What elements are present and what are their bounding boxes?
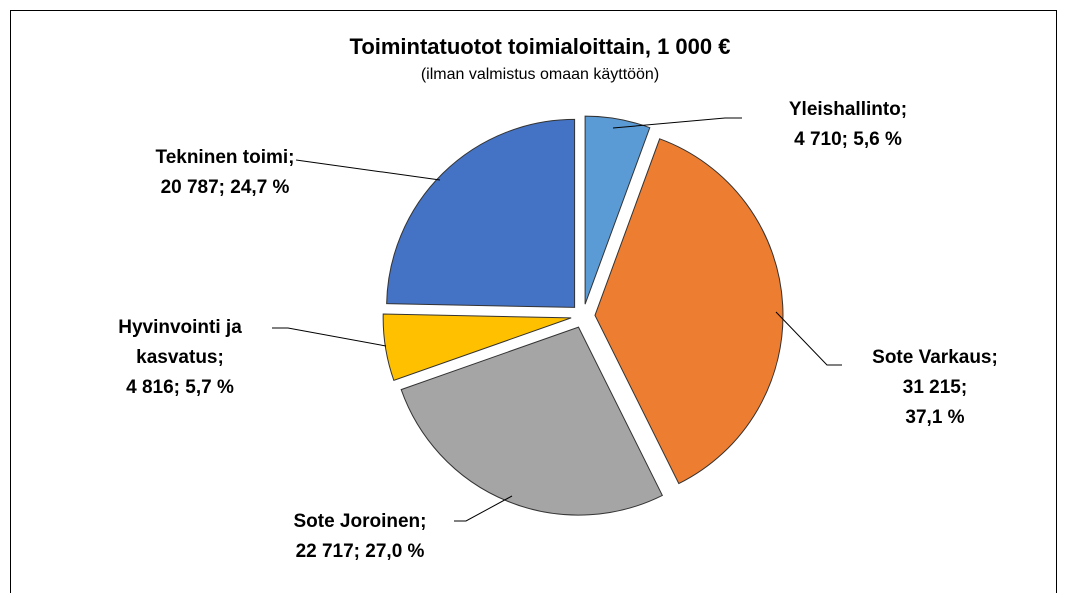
data-label-category: Sote Varkaus; bbox=[872, 347, 998, 368]
leader-line bbox=[295, 159, 441, 181]
data-label-value: 4 816; 5,7 % bbox=[126, 377, 234, 398]
data-label-value: 20 787; 24,7 % bbox=[161, 177, 290, 198]
data-label-category: Sote Joroinen; bbox=[293, 511, 426, 532]
chart-subtitle: (ilman valmistus omaan käyttöön) bbox=[421, 66, 659, 83]
data-label-category: Yleishallinto; bbox=[789, 99, 907, 120]
pie-slice bbox=[382, 313, 572, 382]
leader-line bbox=[272, 327, 387, 347]
data-label-category: Hyvinvointi ja kasvatus; bbox=[118, 317, 242, 368]
chart-title: Toimintatuotot toimialoittain, 1 000 € bbox=[350, 34, 731, 59]
pie-slice bbox=[400, 326, 664, 516]
leader-line bbox=[454, 495, 513, 522]
chart-frame bbox=[10, 10, 1057, 598]
data-label-value: 22 717; 27,0 % bbox=[296, 541, 425, 562]
pie-slice bbox=[386, 118, 576, 308]
pie-slice bbox=[594, 138, 784, 485]
leader-line bbox=[775, 311, 842, 366]
pie-slice bbox=[584, 115, 651, 305]
data-label-category: Tekninen toimi; bbox=[156, 147, 295, 168]
leader-line bbox=[612, 117, 742, 129]
data-label-value: 31 215; 37,1 % bbox=[903, 377, 967, 428]
data-label-value: 4 710; 5,6 % bbox=[794, 129, 902, 150]
